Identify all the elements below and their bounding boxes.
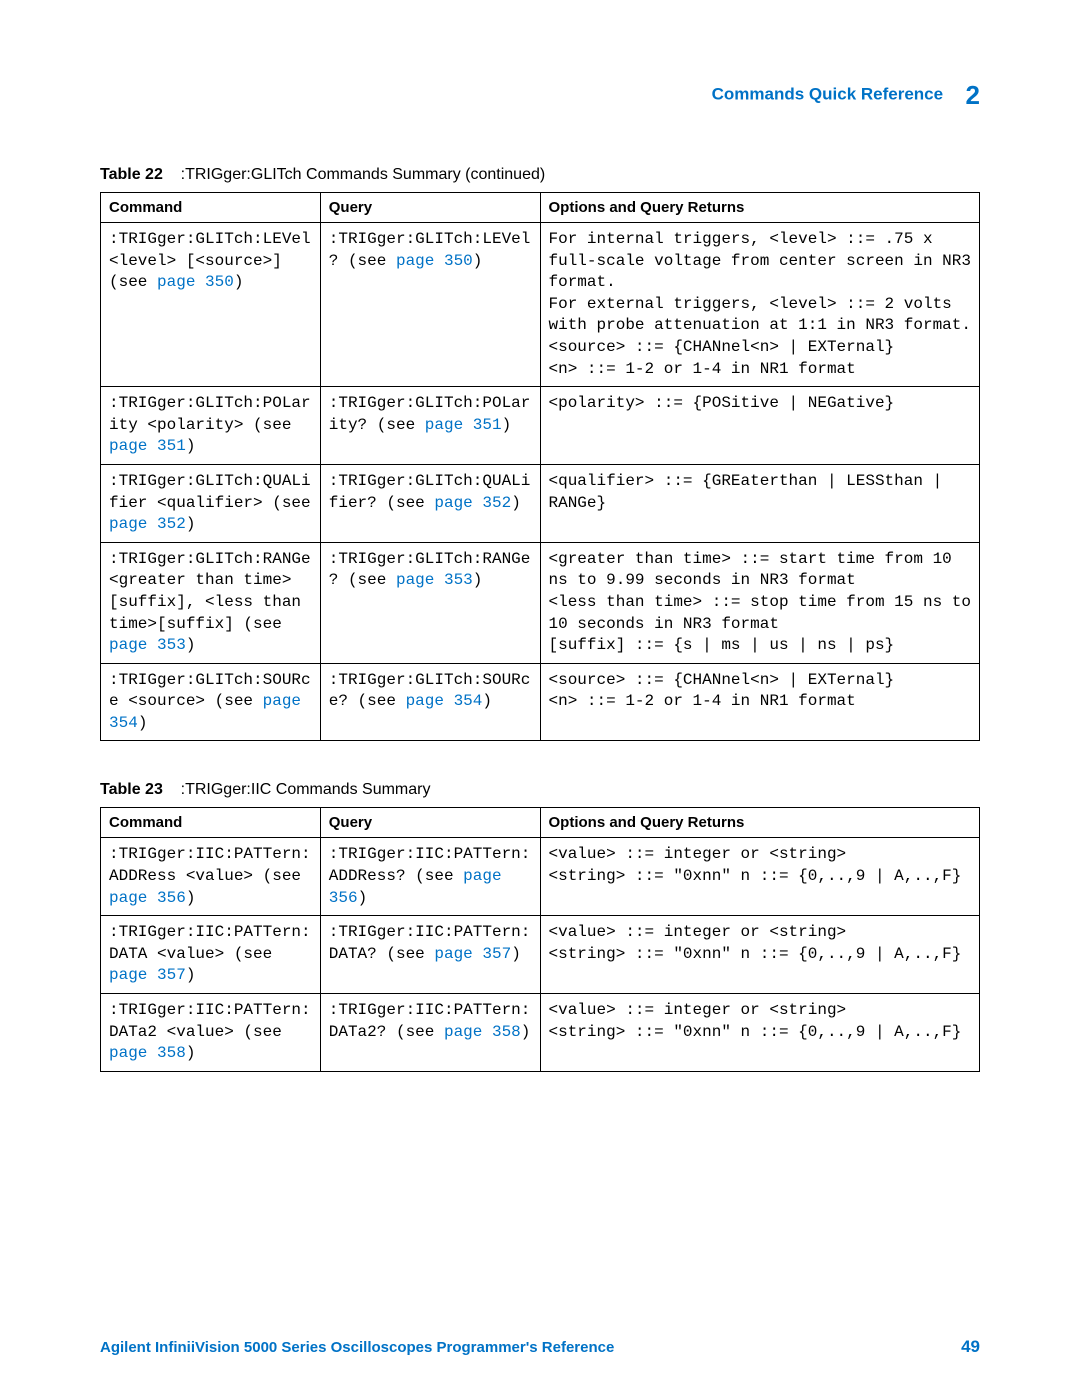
table22-row: :TRIGger:GLITch:QUALifier <qualifier> (s…	[101, 464, 980, 542]
table22-label: Table 22	[100, 166, 163, 183]
page-link[interactable]: page 358	[109, 1044, 186, 1062]
options-cell: For internal triggers, <level> ::= .75 x…	[540, 223, 980, 387]
table23-header-query: Query	[320, 808, 540, 838]
page-link[interactable]: page 358	[444, 1023, 521, 1041]
command-cell: :TRIGger:IIC:PATTern:DATA <value> (see p…	[101, 916, 321, 994]
table23-caption: Table 23 :TRIGger:IIC Commands Summary	[100, 781, 980, 799]
query-cell: :TRIGger:GLITch:POLarity? (see page 351)	[320, 387, 540, 465]
query-cell: :TRIGger:IIC:PATTern:DATA? (see page 357…	[320, 916, 540, 994]
page-link[interactable]: page 350	[157, 273, 234, 291]
page-link[interactable]: page 351	[109, 437, 186, 455]
command-cell: :TRIGger:GLITch:POLarity <polarity> (see…	[101, 387, 321, 465]
table23-title: :TRIGger:IIC Commands Summary	[181, 781, 431, 798]
footer-page: 49	[961, 1337, 980, 1357]
table22-header-command: Command	[101, 193, 321, 223]
table23-row: :TRIGger:IIC:PATTern:ADDRess <value> (se…	[101, 838, 980, 916]
page-link[interactable]: page 352	[434, 494, 511, 512]
page-link[interactable]: page 353	[396, 571, 473, 589]
command-cell: :TRIGger:GLITch:RANGe <greater than time…	[101, 542, 321, 663]
options-cell: <value> ::= integer or <string><string> …	[540, 838, 980, 916]
query-cell: :TRIGger:GLITch:QUALifier? (see page 352…	[320, 464, 540, 542]
page-link[interactable]: page 354	[406, 692, 483, 710]
footer-title: Agilent InfiniiVision 5000 Series Oscill…	[100, 1339, 614, 1356]
page-link[interactable]: page 357	[434, 945, 511, 963]
options-cell: <value> ::= integer or <string><string> …	[540, 916, 980, 994]
page-header: Commands Quick Reference 2	[100, 80, 980, 111]
table23-header-options: Options and Query Returns	[540, 808, 980, 838]
page-link[interactable]: page 354	[109, 692, 301, 732]
table22-header-query: Query	[320, 193, 540, 223]
table23: Command Query Options and Query Returns …	[100, 807, 980, 1071]
table22-row: :TRIGger:GLITch:SOURce <source> (see pag…	[101, 663, 980, 741]
query-cell: :TRIGger:GLITch:SOURce? (see page 354)	[320, 663, 540, 741]
options-cell: <polarity> ::= {POSitive | NEGative}	[540, 387, 980, 465]
options-cell: <source> ::= {CHANnel<n> | EXTernal}<n> …	[540, 663, 980, 741]
command-cell: :TRIGger:GLITch:SOURce <source> (see pag…	[101, 663, 321, 741]
header-chapter: 2	[966, 80, 980, 110]
options-cell: <qualifier> ::= {GREaterthan | LESSthan …	[540, 464, 980, 542]
table22-caption: Table 22 :TRIGger:GLITch Commands Summar…	[100, 166, 980, 184]
query-cell: :TRIGger:IIC:PATTern:ADDRess? (see page …	[320, 838, 540, 916]
query-cell: :TRIGger:GLITch:LEVel? (see page 350)	[320, 223, 540, 387]
table23-row: :TRIGger:IIC:PATTern:DATA <value> (see p…	[101, 916, 980, 994]
options-cell: <value> ::= integer or <string><string> …	[540, 994, 980, 1072]
command-cell: :TRIGger:IIC:PATTern:DATa2 <value> (see …	[101, 994, 321, 1072]
table22-title: :TRIGger:GLITch Commands Summary (contin…	[181, 166, 546, 183]
table22: Command Query Options and Query Returns …	[100, 192, 980, 741]
page-link[interactable]: page 357	[109, 966, 186, 984]
header-title: Commands Quick Reference	[712, 85, 943, 104]
page-link[interactable]: page 353	[109, 636, 186, 654]
query-cell: :TRIGger:IIC:PATTern:DATa2? (see page 35…	[320, 994, 540, 1072]
table22-row: :TRIGger:GLITch:LEVel <level> [<source>]…	[101, 223, 980, 387]
table22-row: :TRIGger:GLITch:RANGe <greater than time…	[101, 542, 980, 663]
page-link[interactable]: page 356	[329, 867, 502, 907]
page-footer: Agilent InfiniiVision 5000 Series Oscill…	[100, 1337, 980, 1357]
table22-header-options: Options and Query Returns	[540, 193, 980, 223]
command-cell: :TRIGger:IIC:PATTern:ADDRess <value> (se…	[101, 838, 321, 916]
options-cell: <greater than time> ::= start time from …	[540, 542, 980, 663]
page-link[interactable]: page 352	[109, 515, 186, 533]
table23-row: :TRIGger:IIC:PATTern:DATa2 <value> (see …	[101, 994, 980, 1072]
table23-header-command: Command	[101, 808, 321, 838]
page-link[interactable]: page 351	[425, 416, 502, 434]
page-link[interactable]: page 356	[109, 889, 186, 907]
table23-label: Table 23	[100, 781, 163, 798]
page-link[interactable]: page 350	[396, 252, 473, 270]
command-cell: :TRIGger:GLITch:QUALifier <qualifier> (s…	[101, 464, 321, 542]
command-cell: :TRIGger:GLITch:LEVel <level> [<source>]…	[101, 223, 321, 387]
query-cell: :TRIGger:GLITch:RANGe? (see page 353)	[320, 542, 540, 663]
table22-row: :TRIGger:GLITch:POLarity <polarity> (see…	[101, 387, 980, 465]
